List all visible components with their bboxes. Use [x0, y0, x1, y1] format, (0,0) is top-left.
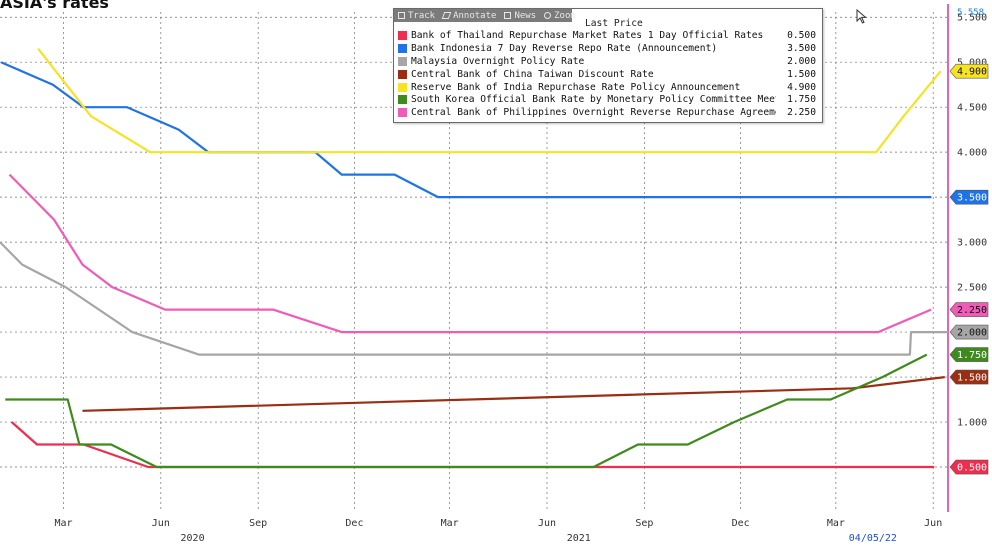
series-line-3	[82, 376, 945, 412]
toolbar-track-label: Track	[408, 10, 436, 21]
series-line-4	[37, 48, 942, 154]
year-label: 2021	[567, 533, 591, 544]
y-tick-label: 4.500	[957, 103, 987, 114]
toolbar-annotate[interactable]: Annotate	[441, 10, 497, 21]
toolbar-annotate-label: Annotate	[453, 10, 497, 21]
annotate-icon	[441, 12, 452, 19]
legend-entry-6: Central Bank of Philippines Overnight Re…	[398, 106, 816, 119]
zoom-icon	[544, 12, 552, 19]
x-tick-label: Mar	[441, 518, 459, 529]
toolbar-news-label: News	[514, 10, 537, 21]
value-tag-label-3: 1.500	[957, 373, 987, 384]
legend-value-6: 2.250	[787, 107, 816, 119]
year-label: 2020	[181, 533, 205, 544]
legend-toolbar: Track Annotate News Zoom	[394, 9, 576, 22]
legend-value-3: 1.500	[787, 68, 816, 80]
x-tick-label: Dec	[732, 518, 750, 529]
legend-value-0: 0.500	[787, 29, 816, 41]
legend-entry-0: Bank of Thailand Repurchase Market Rates…	[398, 29, 816, 42]
value-tag-1	[949, 189, 989, 205]
value-tag-label-4: 4.900	[957, 67, 987, 78]
y-tick-label: 5.500	[957, 13, 987, 24]
value-tag-label-2: 2.000	[957, 328, 987, 339]
legend-entry-5: South Korea Official Bank Rate by Moneta…	[398, 93, 816, 106]
page-title: ASIA's rates	[0, 0, 109, 12]
legend-rows: Bank of Thailand Repurchase Market Rates…	[398, 29, 816, 119]
y-tick-label: 3.000	[957, 238, 987, 249]
value-tags: 0.500 3.500 2.000 1.500 4.900 1.750 2.250	[949, 63, 989, 475]
value-tag-label-5: 1.750	[957, 350, 987, 361]
toolbar-zoom-label: Zoom	[554, 10, 576, 21]
y-tick-label: 2.500	[957, 283, 987, 294]
value-tag-label-6: 2.250	[957, 305, 987, 316]
track-icon	[398, 12, 405, 19]
series-line-0	[10, 421, 935, 469]
y-tick-label: 1.000	[957, 418, 987, 429]
legend-header: Last Price	[585, 18, 643, 29]
x-tick-label: Jun	[152, 518, 170, 529]
series-line-2	[0, 241, 948, 356]
legend-value-2: 2.000	[787, 55, 816, 67]
x-tick-label: Sep	[635, 518, 653, 529]
legend-swatch-5	[398, 95, 407, 105]
legend-name-5: South Korea Official Bank Rate by Moneta…	[411, 94, 776, 106]
legend-entry-4: Reserve Bank of India Repurchase Rate Po…	[398, 81, 816, 94]
legend-swatch-1	[398, 43, 407, 53]
legend-name-6: Central Bank of Philippines Overnight Re…	[411, 107, 776, 119]
legend-swatch-6	[398, 108, 407, 118]
legend-swatch-2	[398, 56, 407, 66]
legend-name-4: Reserve Bank of India Repurchase Rate Po…	[411, 81, 741, 93]
legend-name-3: Central Bank of China Taiwan Discount Ra…	[411, 68, 654, 80]
value-tag-6	[949, 302, 989, 317]
y-tick-label: 5.000	[957, 58, 987, 69]
series-line-5	[5, 353, 928, 469]
value-tag-label-1: 3.500	[957, 193, 987, 204]
legend-value-4: 4.900	[787, 81, 816, 93]
value-tag-2	[949, 324, 989, 340]
legend-swatch-3	[398, 69, 407, 79]
legend-name-0: Bank of Thailand Repurchase Market Rates…	[411, 29, 764, 41]
series-lines	[0, 48, 948, 469]
current-date-label: 04/05/22	[849, 533, 897, 544]
mouse-cursor-icon	[856, 9, 867, 24]
legend-entry-1: Bank Indonesia 7 Day Reverse Repo Rate (…	[398, 42, 816, 55]
x-tick-label: Jun	[538, 518, 556, 529]
x-tick-label: Mar	[827, 518, 845, 529]
y-tick-label: 4.000	[957, 148, 987, 159]
toolbar-zoom[interactable]: Zoom	[544, 11, 576, 21]
toolbar-track[interactable]: Track	[398, 11, 435, 21]
x-tick-label: Mar	[54, 518, 72, 529]
legend-value-1: 3.500	[787, 42, 816, 54]
legend-name-1: Bank Indonesia 7 Day Reverse Repo Rate (…	[411, 42, 718, 54]
news-icon	[504, 12, 512, 19]
value-tag-4	[949, 63, 989, 79]
value-tag-3	[949, 369, 989, 385]
legend-swatch-4	[398, 82, 407, 92]
x-tick-label: Sep	[249, 518, 267, 529]
value-tag-5	[949, 347, 989, 362]
legend-value-5: 1.750	[787, 94, 816, 106]
value-tag-0	[949, 459, 989, 475]
legend-swatch-0	[398, 30, 407, 40]
x-tick-label: Jun	[924, 518, 942, 529]
y-axis-max-label: 5.558	[957, 8, 984, 18]
legend: Track Annotate News Zoom Last Price Bank…	[393, 8, 823, 123]
legend-entry-2: Malaysia Overnight Policy Rate 2.000	[398, 55, 816, 68]
x-tick-label: Dec	[345, 518, 363, 529]
value-tag-label-0: 0.500	[957, 463, 987, 474]
toolbar-news[interactable]: News	[504, 11, 536, 21]
series-line-6	[8, 173, 932, 334]
legend-name-2: Malaysia Overnight Policy Rate	[411, 55, 585, 67]
legend-entry-3: Central Bank of China Taiwan Discount Ra…	[398, 68, 816, 81]
